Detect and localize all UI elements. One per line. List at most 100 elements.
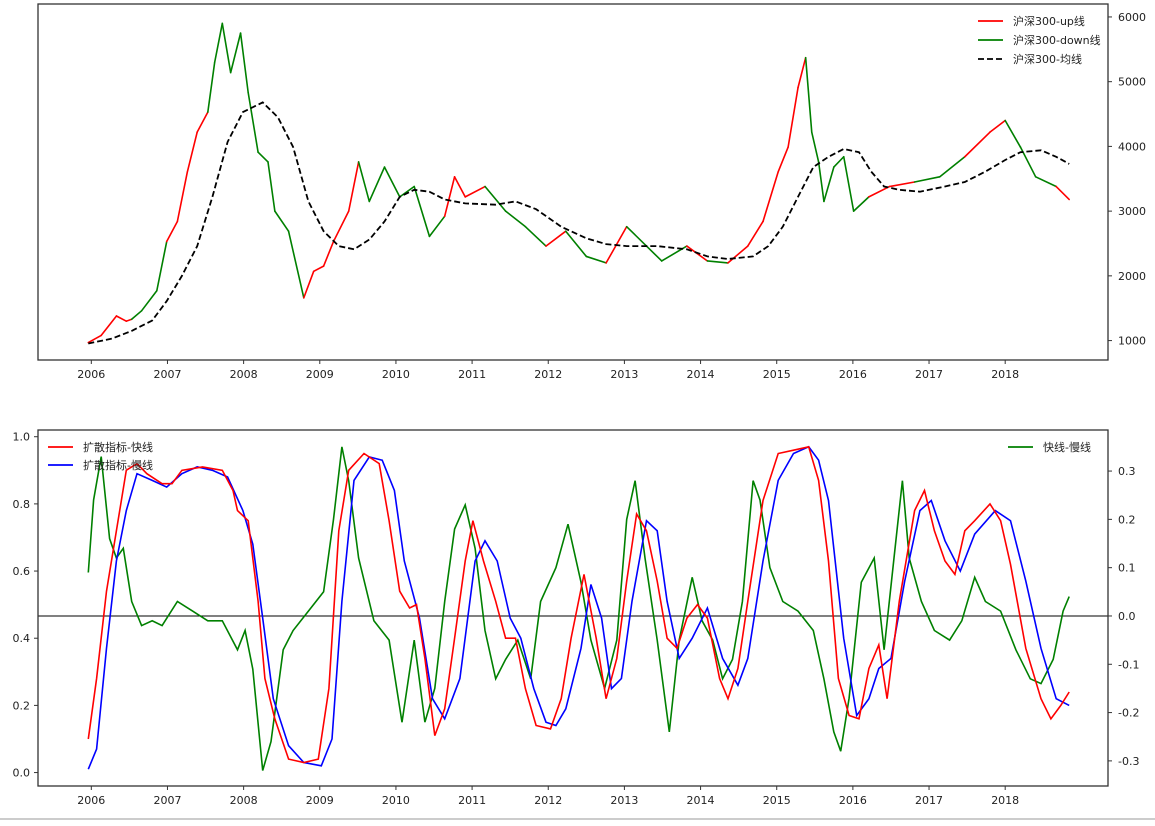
x-tick-label: 2008 [230,794,258,807]
x-tick-label: 2009 [306,794,334,807]
left-y-tick-label: 0.2 [13,699,31,712]
price-segment-up [777,146,789,173]
price-segment-down [564,230,588,258]
price-segment-up [196,111,209,133]
x-tick-label: 2007 [153,794,181,807]
x-tick-label: 2010 [382,368,410,381]
price-segment-down [1034,176,1058,188]
price-segment-down [229,32,242,74]
price-segment-down [156,240,168,292]
legend-label: 沪深300-down线 [1013,33,1101,47]
price-segment-down [257,151,269,163]
plot-frame [37,429,1109,787]
price-segment-down [913,176,941,183]
x-tick-label: 2007 [153,368,181,381]
price-segment-down [706,260,729,264]
price-segment-down [585,255,607,264]
price-segment-up [964,131,991,158]
price-segment-up [797,56,807,89]
x-tick-label: 2006 [77,794,105,807]
x-tick-label: 2012 [534,794,562,807]
x-tick-label: 2014 [687,368,715,381]
x-tick-label: 2012 [534,368,562,381]
price-chart: 2006 2007 2008 2009 2010 2011 2012 2013 2014 2015… [37,3,1146,381]
price-segment-down [852,196,870,212]
price-segment-up [347,161,360,212]
price-segment-up [545,230,567,247]
price-segment-down [817,161,825,203]
price-segment-up [868,185,891,198]
x-tick-label: 2011 [458,368,486,381]
price-segment-up [302,270,315,299]
x-tick-label: 2014 [687,794,715,807]
y-tick-label: 2000 [1118,270,1146,283]
price-segment-down [1004,119,1022,148]
price-segment-up [746,220,764,247]
left-y-tick-label: 1.0 [13,431,31,444]
x-tick-label: 2018 [991,794,1019,807]
legend-label: 扩散指标-快线 [83,440,153,454]
price-segment-down [842,155,855,212]
y-tick-label: 6000 [1118,11,1146,24]
price-segment-down [239,32,249,94]
price-segment-up [176,171,189,223]
price-segment-down [398,185,416,198]
diffusion-index-chart: 2006 2007 2008 2009 2010 2011 2012 2013 2014 2015… [13,429,1139,807]
price-segment-down [810,131,820,163]
price-segment-down [221,22,232,74]
right-y-tick-label: 0.1 [1118,562,1136,575]
price-segment-up [322,240,335,267]
x-tick-label: 2015 [763,368,791,381]
price-segment-down [383,166,401,198]
x-tick-label: 2017 [915,794,943,807]
x-tick-label: 2009 [306,368,334,381]
price-segment-up [100,315,118,337]
price-segment-down [524,225,547,247]
price-segment-up [115,315,128,322]
x-tick-label: 2017 [915,368,943,381]
x-tick-label: 2013 [610,794,638,807]
right-y-tick-label: -0.1 [1118,658,1139,671]
x-tick-label: 2016 [839,368,867,381]
x-tick-label: 2006 [77,368,105,381]
price-segment-down [213,22,224,64]
price-segment-up [87,334,103,344]
price-segment-down [833,155,845,168]
price-segment-down [287,230,305,299]
series-line [87,446,1070,771]
x-tick-label: 2011 [458,794,486,807]
price-segment-down [140,289,158,312]
price-segment-down [484,185,507,212]
right-y-tick-label: 0.3 [1118,465,1136,478]
x-tick-label: 2010 [382,794,410,807]
x-tick-label: 2016 [839,794,867,807]
price-segment-up [165,220,179,243]
price-segment-up [443,176,456,218]
right-y-tick-label: -0.2 [1118,707,1139,720]
price-segment-down [804,56,813,133]
price-segment-down [274,210,290,232]
price-segment-up [1055,185,1070,201]
right-y-tick-label: 0.2 [1118,513,1136,526]
moving-average-line [88,101,1070,345]
left-y-tick-label: 0.8 [13,498,31,511]
price-segment-up [787,86,799,148]
price-segment-down [428,215,446,238]
price-segment-down [368,166,386,203]
price-segment-up [727,245,749,264]
price-segment-down [247,91,259,154]
price-segment-down [504,210,527,228]
left-y-tick-label: 0.0 [13,767,31,780]
price-segment-up [989,119,1006,133]
x-tick-label: 2018 [991,368,1019,381]
y-tick-label: 1000 [1118,335,1146,348]
price-segment-down [938,155,966,178]
left-y-tick-label: 0.6 [13,565,31,578]
price-segment-up [125,318,133,322]
price-segment-up [762,170,780,223]
series-line [87,445,1070,764]
price-segment-up [312,265,325,273]
left-y-tick-label: 0.4 [13,632,31,645]
plot-frame [37,3,1109,361]
